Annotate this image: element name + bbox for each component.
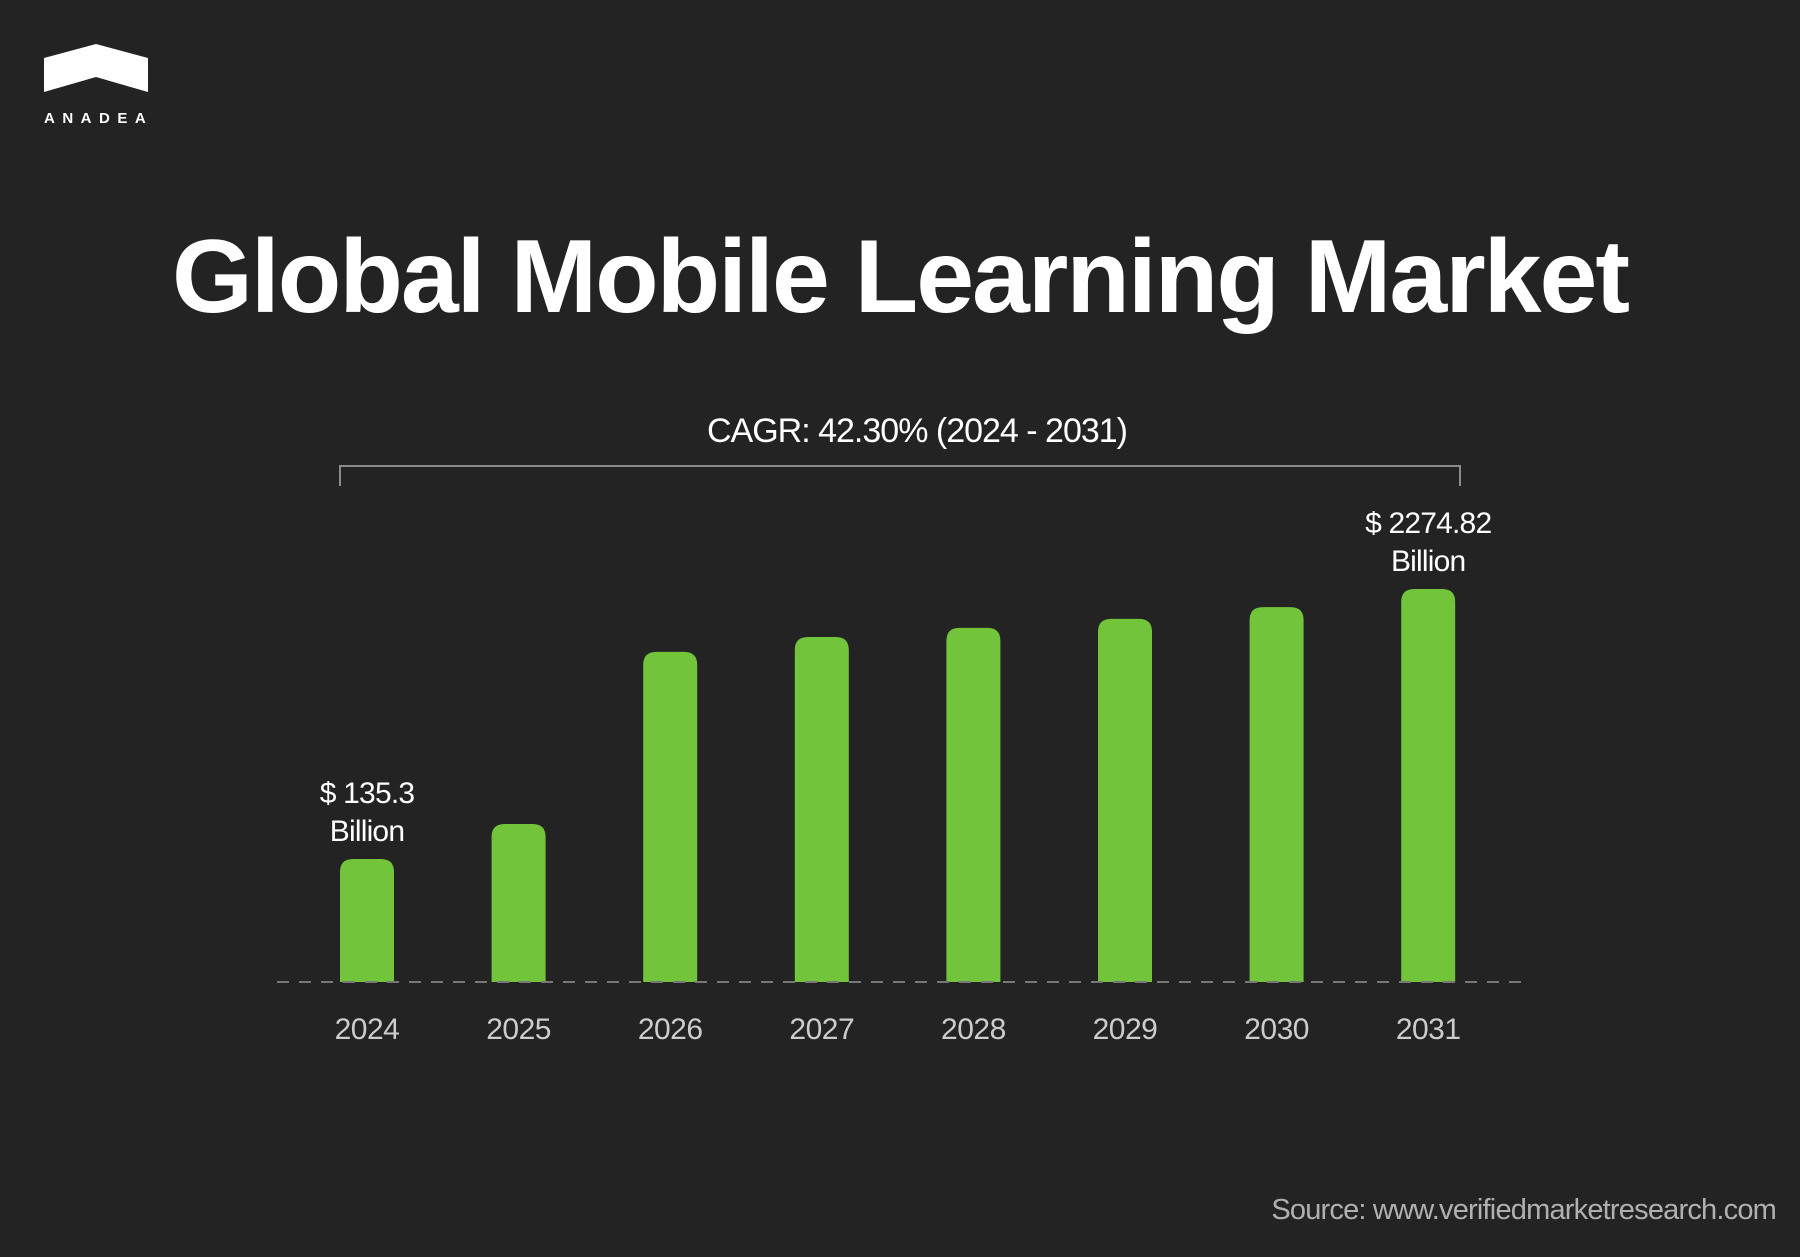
bar-2025 <box>491 824 546 982</box>
x-tick-label: 2024 <box>335 1013 400 1046</box>
cagr-label: CAGR: 42.30% (2024 - 2031) <box>706 412 1128 450</box>
cagr-bracket <box>339 465 1461 486</box>
x-tick-label: 2030 <box>1244 1013 1309 1046</box>
x-tick-label: 2031 <box>1396 1013 1461 1046</box>
bar-2024 <box>340 858 394 982</box>
data-label: Billion <box>1391 545 1465 578</box>
bar-2027 <box>794 636 849 982</box>
x-tick-label: 2028 <box>941 1013 1006 1046</box>
data-label: $ 135.3 <box>320 777 415 810</box>
bar-2031 <box>1401 589 1456 982</box>
bar-2028 <box>946 627 1001 982</box>
data-label: $ 2274.82 <box>1365 507 1491 540</box>
x-tick-label: 2027 <box>789 1013 854 1046</box>
x-tick-label: 2025 <box>486 1013 551 1046</box>
x-tick-label: 2029 <box>1093 1013 1158 1046</box>
bar-2026 <box>643 651 698 982</box>
bar-2030 <box>1249 607 1304 982</box>
data-label: Billion <box>330 815 404 848</box>
page-title: Global Mobile Learning Market <box>172 219 1630 335</box>
anadea-logo-icon <box>44 44 148 92</box>
x-tick-label: 2026 <box>638 1013 703 1046</box>
logo-text: ANADEA <box>44 110 154 127</box>
bar-2029 <box>1098 618 1152 982</box>
source-text: Source: www.verifiedmarketresearch.com <box>1271 1194 1776 1226</box>
